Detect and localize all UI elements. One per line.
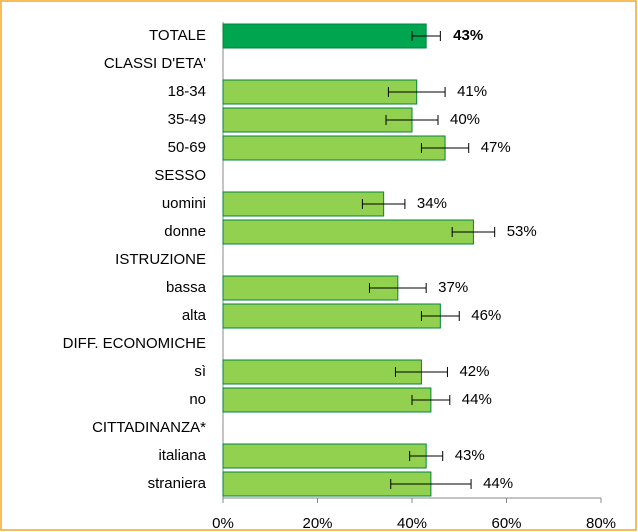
category-label: uomini [162, 195, 206, 212]
category-label: TOTALE [149, 27, 206, 44]
bar [222, 443, 427, 469]
category-label: CITTADINANZA* [92, 419, 206, 436]
value-label: 42% [459, 363, 489, 380]
x-tick-label: 80% [586, 515, 616, 532]
bar [222, 135, 446, 161]
bar [222, 387, 432, 413]
category-label: 18-34 [168, 83, 206, 100]
category-label: 35-49 [168, 111, 206, 128]
category-label: sì [194, 363, 206, 380]
value-label: 44% [483, 475, 513, 492]
value-label: 47% [481, 139, 511, 156]
value-label: 46% [471, 307, 501, 324]
x-tick-label: 20% [302, 515, 332, 532]
x-tick-label: 60% [491, 515, 521, 532]
bar [222, 191, 385, 217]
value-label: 43% [453, 27, 483, 44]
category-label: 50-69 [168, 139, 206, 156]
category-label: alta [182, 307, 207, 324]
bar [222, 303, 441, 329]
bar [222, 79, 418, 105]
category-label: CLASSI D'ETA' [104, 55, 206, 72]
value-label: 41% [457, 83, 487, 100]
bar [222, 107, 413, 133]
x-tick-label: 40% [397, 515, 427, 532]
bar [222, 359, 422, 385]
category-label: DIFF. ECONOMICHE [63, 335, 206, 352]
category-label: straniera [148, 475, 207, 492]
value-label: 37% [438, 279, 468, 296]
value-label: 40% [450, 111, 480, 128]
category-label: bassa [166, 279, 207, 296]
bar [222, 275, 399, 301]
category-label: no [189, 391, 206, 408]
value-label: 34% [417, 195, 447, 212]
x-tick-label: 0% [212, 515, 234, 532]
category-label: ISTRUZIONE [115, 251, 206, 268]
value-label: 43% [455, 447, 485, 464]
category-label: donne [164, 223, 206, 240]
value-label: 53% [507, 223, 537, 240]
bar [222, 23, 427, 49]
bar [222, 219, 474, 245]
category-label: italiana [158, 447, 206, 464]
category-label: SESSO [154, 167, 206, 184]
value-label: 44% [462, 391, 492, 408]
